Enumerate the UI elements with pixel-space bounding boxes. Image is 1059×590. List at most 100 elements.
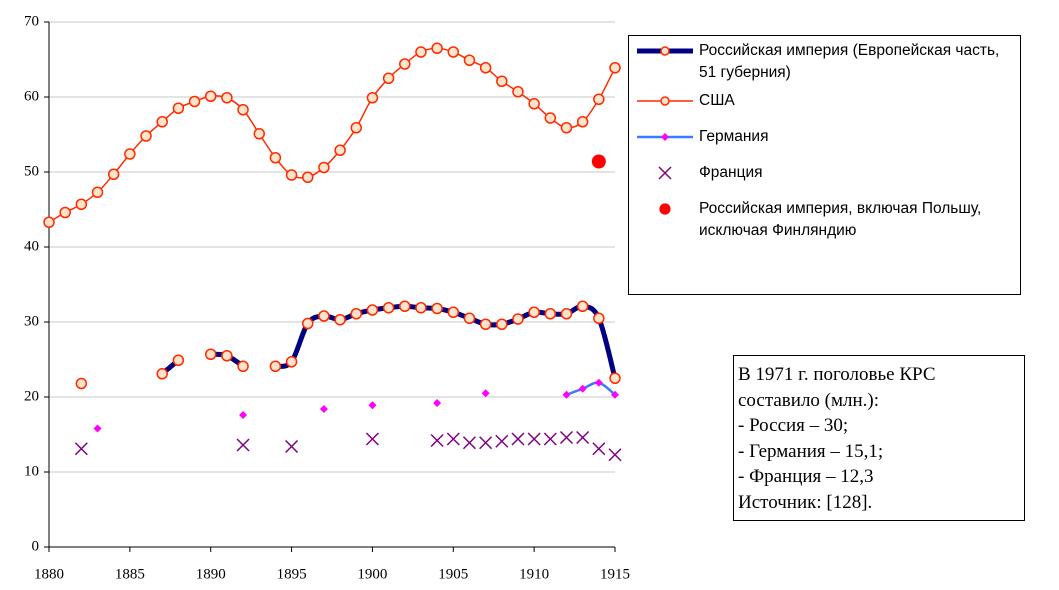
marker (658, 166, 672, 180)
marker (560, 122, 573, 134)
series-line (274, 303, 618, 379)
x-tick-label: 1900 (357, 566, 387, 582)
marker (479, 62, 492, 74)
legend-entry: США (629, 90, 1020, 112)
marker (399, 300, 411, 312)
x-tick-label: 1910 (519, 566, 549, 582)
marker (431, 302, 443, 315)
marker (156, 116, 168, 128)
marker (75, 377, 88, 390)
marker (43, 216, 55, 228)
legend-swatch (658, 166, 672, 180)
marker (608, 448, 622, 462)
legend-swatch (659, 203, 671, 215)
marker (285, 439, 299, 454)
y-tick-label: 30 (24, 313, 39, 329)
marker (365, 432, 379, 446)
y-tick-label: 70 (24, 13, 39, 29)
x-tick-label: 1895 (277, 566, 307, 582)
marker (334, 144, 346, 156)
marker (562, 390, 571, 399)
marker (237, 360, 249, 372)
marker (269, 152, 282, 164)
annotation-line: Источник: [128]. (738, 491, 873, 513)
marker (528, 98, 540, 110)
marker (447, 46, 460, 58)
marker (512, 313, 524, 325)
legend: Российская империя (Европейская часть, 5… (628, 35, 1021, 295)
marker (237, 104, 249, 116)
marker (446, 432, 460, 446)
marker (350, 122, 363, 134)
marker (318, 161, 330, 174)
marker (433, 399, 442, 407)
marker (576, 300, 589, 312)
marker (543, 432, 557, 446)
legend-entry: Франция (629, 162, 1020, 184)
marker (74, 442, 88, 456)
marker (495, 434, 509, 448)
legend-label: Российская империя, включая Польшу, искл… (699, 200, 982, 239)
y-tick-label: 50 (24, 163, 39, 179)
x-tick-label: 1915 (600, 566, 630, 582)
marker (512, 86, 524, 98)
legend-label: Германия (699, 128, 769, 145)
marker (301, 317, 314, 330)
annotation-line: В 1971 г. поголовье КРС (738, 364, 936, 385)
marker (559, 430, 574, 445)
y-tick-label: 20 (24, 388, 39, 404)
marker (430, 433, 444, 448)
marker (528, 306, 540, 318)
marker (609, 372, 621, 384)
x-tick-label: 1885 (115, 566, 145, 582)
marker (399, 58, 411, 70)
marker (576, 430, 590, 445)
marker (544, 112, 557, 124)
legend-entry: Российская империя (Европейская часть, 5… (629, 40, 1020, 84)
marker (382, 72, 395, 84)
marker (511, 432, 525, 446)
marker (659, 203, 671, 215)
marker (236, 438, 250, 452)
marker (479, 318, 492, 330)
marker (578, 384, 587, 393)
marker (75, 198, 88, 210)
x-tick-label: 1905 (438, 566, 468, 582)
y-tick-label: 10 (24, 463, 39, 479)
marker (366, 92, 379, 104)
y-tick-label: 0 (32, 538, 40, 554)
marker (661, 133, 669, 141)
marker (368, 401, 377, 410)
marker (221, 350, 233, 362)
marker (447, 306, 460, 318)
annotation-line: - Франция – 12,3 (738, 466, 874, 487)
marker (91, 186, 104, 198)
marker (560, 308, 573, 320)
marker (285, 169, 298, 181)
marker (319, 405, 328, 413)
marker (609, 62, 621, 74)
marker (204, 90, 217, 102)
x-tick-label: 1890 (196, 566, 226, 582)
marker (462, 436, 476, 450)
marker (188, 95, 201, 108)
marker (253, 128, 265, 140)
marker (415, 302, 427, 314)
marker (463, 54, 476, 66)
annotation-line: - Россия – 30; (738, 415, 849, 436)
marker (204, 348, 217, 360)
marker (660, 96, 670, 106)
y-tick-label: 40 (24, 238, 39, 254)
marker (59, 206, 71, 219)
marker (221, 92, 233, 104)
annotation-box: В 1971 г. поголовье КРС составило (млн.):… (733, 355, 1025, 521)
marker (431, 42, 443, 54)
marker (496, 318, 508, 330)
series-line (48, 47, 616, 223)
x-tick-label: 1880 (34, 566, 64, 582)
marker (140, 130, 152, 142)
marker (269, 360, 282, 372)
marker (382, 302, 395, 314)
marker (172, 102, 185, 114)
